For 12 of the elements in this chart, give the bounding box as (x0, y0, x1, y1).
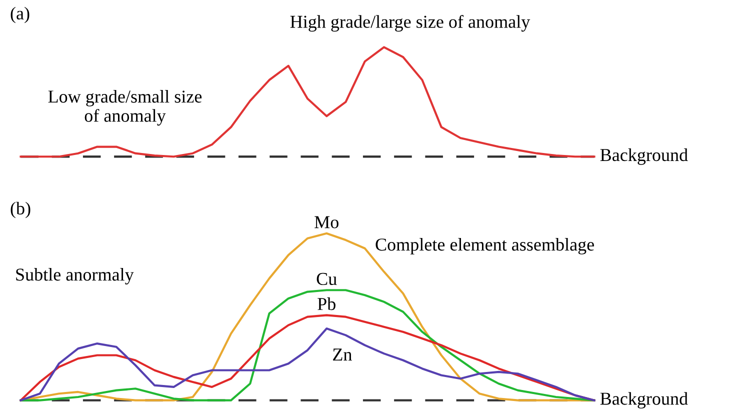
series-label: Zn (333, 348, 352, 360)
chart-title: (a) (10, 6, 30, 24)
annotation: Complete element assemblage (376, 238, 594, 254)
series-label: Mo (314, 216, 338, 228)
ref-line-label: Background (600, 392, 688, 409)
annotation: Subtle anormaly (16, 268, 134, 284)
series-label: Pb (318, 297, 336, 310)
text: High grade/large size of anomaly (290, 15, 530, 32)
series-label: Cu (316, 272, 337, 286)
annotation: Low grade/small size of anomaly (48, 90, 202, 126)
chart-title: (b) (10, 202, 30, 218)
ref-line-label: Background (600, 148, 688, 165)
